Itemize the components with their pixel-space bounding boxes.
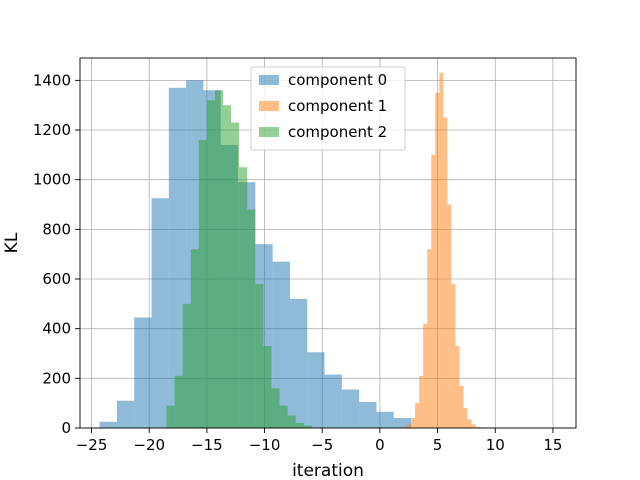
histogram-bar	[168, 87, 187, 429]
histogram-bar	[411, 418, 416, 428]
histogram-bar	[341, 389, 360, 428]
histogram-bar	[247, 209, 256, 428]
histogram-bar	[463, 408, 468, 428]
legend-item: component 0	[259, 71, 387, 89]
legend-label: component 2	[288, 123, 387, 141]
plot-area-frame	[79, 57, 577, 429]
histogram-bar	[431, 154, 436, 428]
y-tick-label: 1000	[33, 171, 71, 189]
histogram-bar	[443, 117, 448, 428]
x-tick-label: −20	[133, 436, 165, 454]
y-axis-ticks: 0 200 400 600 800 1000 1200 1400	[33, 71, 80, 437]
histogram-bar	[239, 167, 248, 428]
legend: component 0 component 1 component 2	[250, 66, 406, 151]
histogram-bar	[376, 411, 394, 428]
histogram-bar	[471, 424, 476, 428]
y-tick-label: 200	[42, 369, 71, 387]
histogram-bar	[166, 405, 175, 428]
y-tick-label: 1400	[33, 71, 71, 89]
legend-label: component 1	[288, 97, 387, 115]
histogram-bar	[455, 346, 460, 428]
histogram-bar	[359, 401, 377, 428]
x-tick-label: 10	[486, 436, 505, 454]
x-tick-label: −15	[191, 436, 223, 454]
x-tick-label: −5	[311, 436, 333, 454]
histogram-bar	[272, 261, 290, 428]
histogram-bar	[151, 198, 169, 428]
histogram-bar	[223, 105, 232, 428]
histogram-bar	[467, 419, 472, 428]
legend-label: component 0	[288, 71, 387, 89]
legend-swatch	[259, 101, 279, 111]
histogram-bar	[263, 346, 272, 428]
x-tick-label: −10	[249, 436, 281, 454]
histogram-bar	[198, 139, 207, 429]
histogram-bar	[307, 352, 325, 428]
histogram-bar	[447, 204, 452, 428]
legend-swatch	[259, 127, 279, 137]
histogram-bar	[459, 385, 464, 428]
y-tick-label: 1200	[33, 121, 71, 139]
legend-item: component 1	[259, 97, 387, 115]
histogram-bar	[407, 424, 412, 428]
histogram-bar	[271, 388, 280, 428]
x-tick-label: 0	[375, 436, 385, 454]
histogram-bar	[393, 418, 412, 428]
x-tick-label: 15	[543, 436, 562, 454]
y-tick-label: 0	[61, 419, 71, 437]
series-1-bars	[402, 72, 561, 429]
histogram-bar	[427, 249, 432, 428]
histogram-bar	[415, 403, 420, 428]
histogram-bar	[279, 405, 288, 428]
histogram-bar	[134, 317, 152, 428]
histogram-bar	[287, 415, 296, 428]
histogram-bar	[182, 303, 191, 428]
x-axis-ticks: −25 −20 −15 −10 −5 0 5 10 15	[76, 428, 562, 454]
histogram-bar	[324, 374, 342, 428]
histogram-bar	[255, 283, 264, 428]
legend-item: component 2	[259, 123, 387, 141]
histogram-bar	[206, 100, 215, 428]
y-tick-label: 400	[42, 320, 71, 338]
x-tick-label: −25	[76, 436, 108, 454]
histogram-bar	[289, 298, 308, 428]
legend-swatch	[259, 75, 279, 85]
y-tick-label: 800	[42, 220, 71, 238]
histogram-bar	[99, 421, 117, 428]
histogram-bar	[174, 375, 183, 428]
histogram-bar	[303, 425, 312, 428]
series-2-bars	[166, 90, 312, 429]
histogram-bar	[423, 323, 428, 428]
histogram-bar	[116, 400, 135, 428]
histogram-bar	[402, 426, 408, 428]
histogram-bar	[231, 122, 240, 429]
histogram-bar	[419, 375, 424, 428]
histogram-bar	[475, 426, 480, 428]
histogram-bar	[295, 423, 304, 428]
histogram-bar	[435, 92, 440, 428]
histogram-bar	[451, 283, 456, 428]
histogram-bar	[439, 72, 444, 429]
y-axis-label: KL	[2, 232, 22, 253]
histogram-bars	[99, 72, 561, 429]
y-tick-label: 600	[42, 270, 71, 288]
x-tick-label: 5	[433, 436, 443, 454]
x-axis-label: iteration	[292, 461, 364, 480]
histogram-bar	[214, 90, 224, 429]
legend-box	[250, 66, 406, 151]
histogram-bar	[190, 249, 199, 428]
